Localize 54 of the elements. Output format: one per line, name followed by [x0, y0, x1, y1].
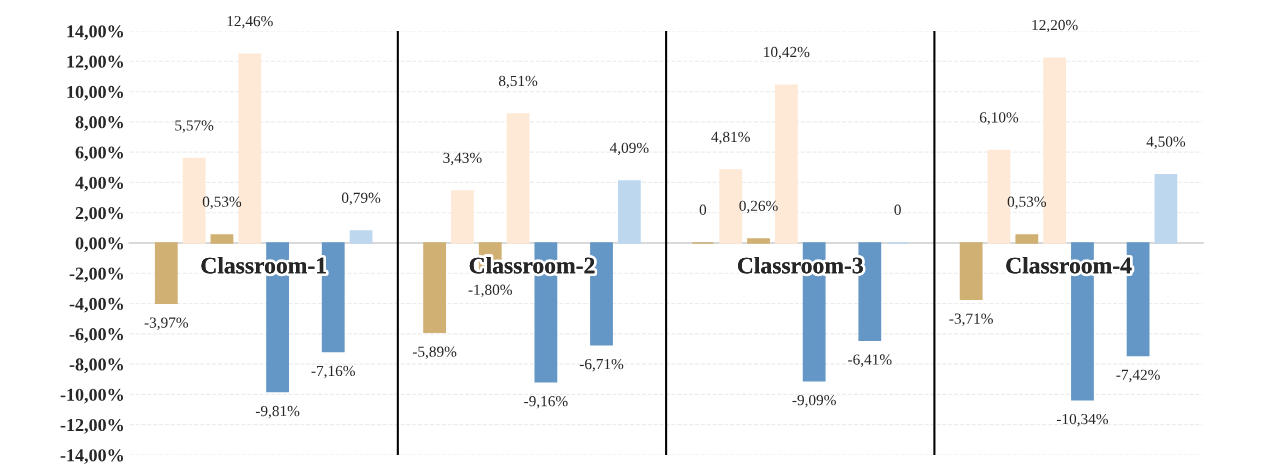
data-label: -9,16%	[524, 396, 568, 409]
y-tick-label: 6,00%	[75, 146, 123, 162]
y-tick-label: -8,00%	[69, 358, 123, 374]
data-label: -6,71%	[579, 358, 624, 372]
bar	[506, 113, 530, 244]
bar	[210, 234, 234, 244]
bar	[423, 242, 447, 334]
data-label: 0	[894, 204, 901, 215]
data-label: 0,53%	[1007, 196, 1047, 210]
data-label: -1,80%	[468, 284, 512, 298]
y-tick-label: -12,00%	[60, 418, 123, 434]
y-tick-label: 4,00%	[75, 176, 123, 192]
data-label: 8,51%	[498, 75, 538, 89]
y-tick-label: 2,00%	[75, 206, 123, 222]
data-label: -3,97%	[144, 317, 189, 330]
bar	[959, 242, 983, 300]
data-label: -7,42%	[1116, 369, 1160, 383]
y-tick-label: -10,00%	[60, 388, 123, 404]
y-tick-label: -2,00%	[69, 267, 123, 283]
data-label: 12,46%	[227, 15, 273, 29]
y-tick-label: 14,00%	[67, 25, 123, 41]
bar	[1015, 234, 1039, 244]
data-label: 3,43%	[443, 152, 482, 166]
y-tick-label: -14,00%	[60, 449, 123, 465]
data-label: 10,42%	[764, 46, 810, 60]
data-label: 12,20%	[1032, 19, 1078, 33]
data-label: -7,16%	[311, 365, 355, 379]
data-label: 0,26%	[739, 200, 778, 214]
y-tick-label: 0,00%	[75, 237, 123, 253]
data-label: -10,34%	[1056, 413, 1109, 427]
data-label: 4,50%	[1146, 136, 1186, 149]
bar	[349, 230, 373, 244]
data-label: 4,81%	[711, 131, 750, 145]
data-label: 6,10%	[979, 112, 1019, 125]
data-label: -3,71%	[949, 313, 993, 326]
data-label: 0,79%	[341, 192, 381, 206]
bar	[451, 190, 474, 244]
data-label: 5,57%	[175, 120, 214, 133]
data-label: 0	[699, 204, 707, 215]
data-label: -9,09%	[792, 394, 836, 408]
data-label: -6,41%	[848, 354, 892, 367]
y-tick-label: -4,00%	[69, 297, 123, 313]
bar	[747, 238, 770, 244]
data-label: -5,89%	[412, 346, 457, 360]
bar	[154, 242, 178, 304]
y-tick-label: -6,00%	[69, 328, 123, 343]
bar	[617, 180, 641, 244]
data-label: 4,09%	[609, 142, 649, 156]
data-label: 0,53%	[202, 196, 242, 210]
y-tick-label: 8,00%	[75, 116, 123, 131]
y-tick-label: 12,00%	[67, 55, 123, 71]
y-tick-label: 10,00%	[67, 85, 123, 101]
bar	[1154, 174, 1178, 244]
data-label: -9,81%	[255, 405, 300, 419]
